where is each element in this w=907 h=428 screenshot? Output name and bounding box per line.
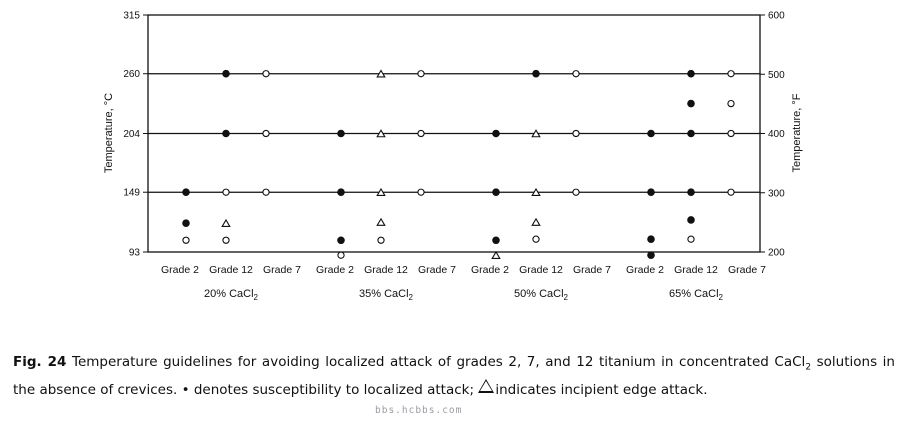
caption-text-3: denotes susceptibility to localized atta… bbox=[189, 381, 479, 398]
left-tick-label: 204 bbox=[123, 129, 140, 140]
point-no-attack bbox=[727, 70, 735, 78]
point-edge-attack bbox=[376, 129, 386, 138]
point-susceptible bbox=[687, 69, 695, 78]
group-label: 65% CaCl2 bbox=[669, 288, 724, 302]
group-labels: 20% CaCl2 35% CaCl2 50% CaCl2 65% CaCl2 bbox=[204, 288, 724, 302]
group-label: 20% CaCl2 bbox=[204, 288, 259, 302]
category-label: Grade 7 bbox=[728, 264, 766, 276]
group-label: 35% CaCl2 bbox=[359, 288, 414, 302]
right-tick-label: 600 bbox=[768, 11, 785, 22]
point-no-attack bbox=[417, 129, 425, 138]
point-no-attack bbox=[572, 188, 580, 196]
category-label: Grade 12 bbox=[674, 264, 718, 276]
point-no-attack bbox=[262, 129, 270, 138]
point-no-attack bbox=[417, 70, 425, 78]
category-label: Grade 2 bbox=[161, 264, 199, 276]
point-no-attack bbox=[727, 129, 735, 138]
filled-dot-symbol: • bbox=[181, 381, 190, 398]
point-susceptible bbox=[687, 216, 695, 224]
point-susceptible bbox=[532, 69, 540, 78]
point-edge-attack bbox=[376, 217, 386, 226]
point-edge-attack bbox=[376, 69, 386, 78]
point-no-attack bbox=[262, 188, 270, 196]
point-susceptible bbox=[647, 235, 655, 243]
right-tick-label: 400 bbox=[768, 129, 785, 140]
point-edge-attack bbox=[531, 187, 541, 197]
right-axis-title: Temperature, °F bbox=[791, 93, 803, 172]
point-susceptible bbox=[687, 129, 695, 138]
caption-text-2: solutions in the absence of crevices. bbox=[13, 354, 895, 398]
point-no-attack bbox=[262, 70, 270, 78]
point-no-attack bbox=[377, 236, 385, 244]
point-no-attack bbox=[417, 188, 425, 196]
left-tick-label: 315 bbox=[123, 11, 140, 22]
point-edge-attack bbox=[531, 129, 541, 138]
point-susceptible bbox=[687, 188, 695, 197]
point-susceptible bbox=[687, 99, 695, 108]
category-label: Grade 2 bbox=[316, 264, 354, 276]
point-susceptible bbox=[337, 129, 345, 138]
right-tick-label: 300 bbox=[768, 188, 785, 199]
point-susceptible bbox=[647, 129, 655, 138]
point-susceptible bbox=[337, 236, 345, 245]
point-edge-attack bbox=[221, 218, 231, 227]
group-label: 50% CaCl2 bbox=[514, 288, 569, 302]
point-edge-attack bbox=[491, 250, 501, 260]
figure-caption: Fig. 24 Temperature guidelines for avoid… bbox=[13, 351, 895, 401]
caption-text-1: Temperature guidelines for avoiding loca… bbox=[66, 354, 806, 370]
point-susceptible bbox=[492, 236, 500, 245]
caption-subscript: 2 bbox=[805, 362, 812, 373]
point-susceptible bbox=[492, 129, 500, 138]
category-labels: Grade 2 Grade 12 Grade 7 Grade 2 Grade 12 Gra… bbox=[161, 264, 766, 276]
point-no-attack bbox=[727, 99, 735, 108]
point-no-attack bbox=[572, 70, 580, 78]
point-no-attack bbox=[572, 129, 580, 138]
point-no-attack bbox=[727, 188, 735, 196]
chart: 93 149 204 260 315 200 300 400 500 600 Temperatu… bbox=[103, 11, 803, 303]
left-tick-label: 260 bbox=[123, 69, 140, 80]
point-edge-attack bbox=[376, 187, 386, 197]
category-label: Grade 12 bbox=[364, 264, 408, 276]
point-no-attack bbox=[222, 236, 230, 244]
point-susceptible bbox=[182, 219, 190, 227]
category-label: Grade 7 bbox=[418, 264, 456, 276]
point-susceptible bbox=[222, 69, 230, 78]
point-no-attack bbox=[337, 251, 345, 259]
watermark: bbs.hcbbs.com bbox=[375, 405, 463, 416]
left-tick-label: 149 bbox=[123, 188, 140, 199]
point-no-attack bbox=[222, 188, 230, 196]
point-no-attack bbox=[687, 235, 695, 243]
point-susceptible bbox=[182, 188, 190, 197]
point-no-attack bbox=[182, 236, 190, 244]
left-axis-title: Temperature, °C bbox=[103, 93, 115, 173]
category-label: Grade 12 bbox=[519, 264, 563, 276]
right-tick-label: 200 bbox=[768, 248, 785, 259]
point-susceptible bbox=[647, 251, 655, 260]
point-susceptible bbox=[647, 188, 655, 197]
point-edge-attack bbox=[531, 217, 541, 226]
left-tick-label: 93 bbox=[129, 248, 141, 259]
category-label: Grade 7 bbox=[573, 264, 611, 276]
category-label: Grade 2 bbox=[626, 264, 664, 276]
triangle-icon bbox=[478, 378, 495, 393]
gridlines bbox=[148, 73, 760, 193]
point-susceptible bbox=[222, 129, 230, 138]
category-label: Grade 7 bbox=[263, 264, 301, 276]
right-axis-ticks: 200 300 400 500 600 bbox=[760, 11, 785, 259]
category-label: Grade 12 bbox=[209, 264, 253, 276]
category-label: Grade 2 bbox=[471, 264, 509, 276]
figure-label: Fig. 24 bbox=[13, 354, 67, 370]
right-tick-label: 500 bbox=[768, 70, 785, 81]
point-no-attack bbox=[532, 235, 540, 243]
data-points bbox=[182, 69, 735, 260]
point-susceptible bbox=[492, 188, 500, 197]
point-susceptible bbox=[337, 188, 345, 197]
caption-text-4: indicates incipient edge attack. bbox=[495, 381, 708, 398]
left-axis-ticks: 93 149 204 260 315 bbox=[123, 11, 148, 259]
